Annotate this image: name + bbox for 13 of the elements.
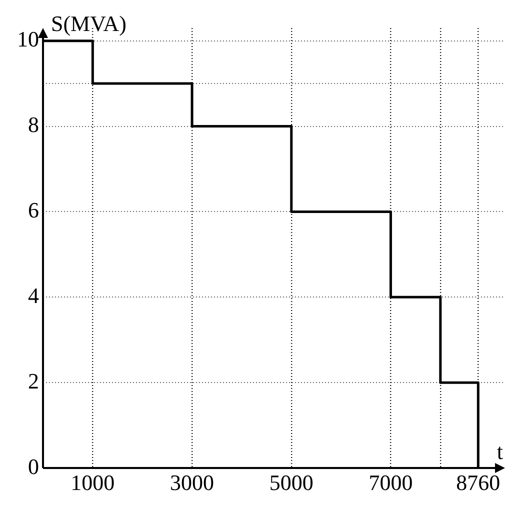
- y-axis-title: S(MVA): [51, 10, 126, 36]
- y-tick-label: 6: [28, 197, 39, 222]
- y-tick-label: 10: [17, 26, 39, 52]
- x-tick-label: 1000: [70, 470, 115, 495]
- x-tick-label: 8760: [456, 470, 500, 495]
- x-tick-label: 7000: [368, 470, 413, 495]
- y-tick-label: 2: [28, 368, 39, 394]
- x-axis-title: t: [496, 438, 503, 464]
- y-tick-label: 8: [28, 112, 39, 138]
- y-tick-label: 4: [28, 282, 39, 308]
- y-tick-label: 0: [28, 454, 39, 479]
- x-tick-label: 3000: [170, 470, 214, 495]
- x-tick-label: 5000: [269, 470, 314, 495]
